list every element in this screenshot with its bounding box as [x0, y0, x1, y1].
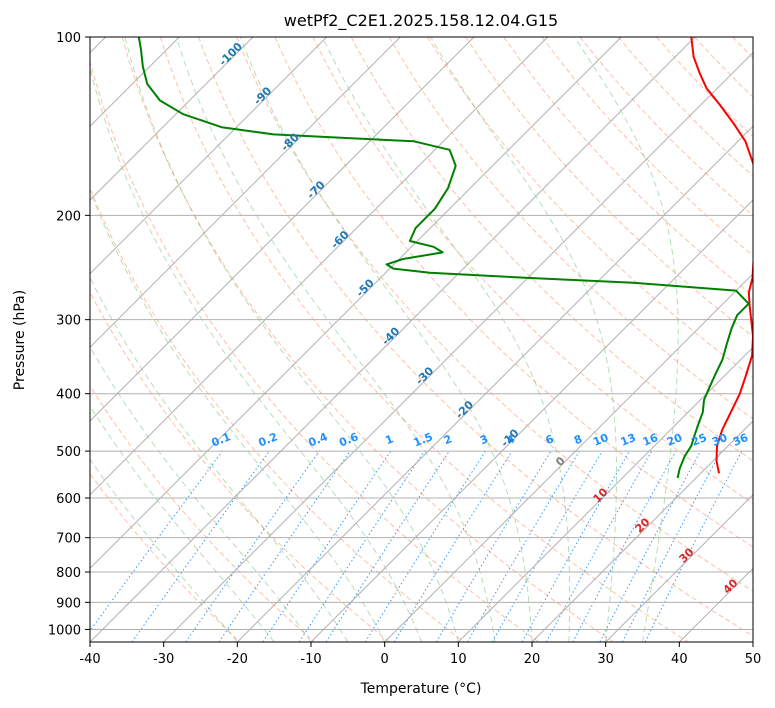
mixing-ratio-label: 1	[383, 432, 395, 447]
isobar-grid	[90, 37, 753, 630]
isotherm-gridline	[457, 346, 753, 642]
mixing-ratio-line	[262, 450, 392, 642]
mixing-ratio-line	[185, 450, 320, 642]
isotherm-gridline	[236, 125, 753, 642]
dewpoint-trace	[137, 37, 750, 479]
isotherm-gridline	[90, 37, 401, 349]
dry-adiabat-line	[236, 37, 753, 592]
y-tick-label: 100	[56, 31, 81, 46]
mixing-ratio-lines	[90, 450, 743, 642]
x-tick-label: -10	[300, 652, 321, 667]
moist-adiabat-line	[90, 65, 422, 642]
isotherm-gridline	[90, 37, 549, 496]
dry-adiabat-line	[121, 37, 614, 642]
y-axis-title: Pressure (hPa)	[12, 290, 28, 390]
mixing-ratio-label: 2	[442, 432, 454, 447]
mixing-ratio-line	[90, 450, 223, 632]
mixing-ratio-line	[218, 450, 351, 642]
y-tick-label: 300	[56, 314, 81, 329]
y-tick-label: 1000	[48, 623, 81, 638]
moist-adiabat-line	[90, 276, 349, 642]
isotherm-gridline	[531, 420, 753, 642]
mixing-ratio-label: 8	[572, 432, 584, 447]
x-axis: -40 -30 -20 -10 0 10 20 30 40 50	[79, 642, 761, 667]
moist-adiabat-line	[124, 37, 459, 642]
mixing-ratio-label: 10	[591, 431, 610, 449]
moist-adiabat-line	[90, 189, 386, 642]
dry-adiabat-line	[426, 37, 753, 378]
isotherm-gridline	[384, 272, 753, 642]
mixing-ratio-line	[572, 450, 677, 642]
moist-adiabat-line	[239, 37, 533, 642]
x-tick-label: -20	[227, 652, 248, 667]
mixing-ratio-line	[545, 450, 653, 642]
isotherm-gridline	[310, 199, 753, 642]
plot-area: 0.1 0.2 0.4 0.6 1 1.5 2 3 4 6 8 10 13 16 20 25 30 36-100-…	[90, 37, 753, 642]
x-tick-label: 10	[450, 652, 467, 667]
x-tick-label: 20	[524, 652, 541, 667]
mixing-ratio-line	[298, 450, 425, 642]
mixing-ratio-label: 20	[665, 431, 684, 449]
moist-adiabat-line	[175, 37, 496, 642]
isotherm-gridline	[163, 51, 753, 642]
mixing-ratio-line	[393, 450, 513, 642]
x-axis-title: Temperature (°C)	[360, 681, 482, 697]
y-tick-label: 600	[56, 492, 81, 507]
mixing-ratio-label: 25	[690, 431, 709, 449]
dry-adiabat-line	[90, 472, 241, 642]
dry-adiabat-line	[90, 59, 540, 642]
isotherm-gridline	[605, 493, 753, 642]
y-tick-label: 500	[56, 445, 81, 460]
dry-adiabat-line	[350, 37, 753, 462]
y-tick-label: 200	[56, 209, 81, 224]
y-tick-label: 900	[56, 596, 81, 611]
y-tick-label: 400	[56, 388, 81, 403]
plot-frame	[89, 36, 754, 643]
x-tick-label: -30	[153, 652, 174, 667]
dry-adiabat-line	[90, 384, 316, 642]
mixing-ratio-label: 13	[619, 431, 638, 449]
dry-adiabat-line	[503, 37, 753, 297]
mixing-ratio-line	[325, 450, 450, 642]
mixing-ratio-line	[521, 450, 630, 642]
isotherm-gridline	[90, 37, 475, 422]
dry-adiabat-line	[90, 186, 465, 642]
isotherm-gridline	[90, 37, 696, 642]
x-tick-label: 30	[597, 652, 614, 667]
y-axis: 100 200 300 400 500 600 700 800 900 1000	[48, 31, 90, 638]
x-tick-label: 40	[671, 652, 688, 667]
mixing-ratio-line	[644, 450, 743, 642]
isotherm-gridline	[90, 37, 622, 570]
mixing-ratio-label: 30	[710, 431, 729, 449]
dry-adiabat-line	[90, 291, 390, 642]
moist-adiabat-line	[90, 458, 238, 642]
y-tick-label: 700	[56, 532, 81, 547]
dry-adiabat-line	[465, 37, 753, 338]
dry-adiabat-line	[274, 37, 753, 548]
mixing-ratio-label: 16	[641, 431, 660, 449]
isotherm-gridline	[90, 37, 328, 275]
isotherm-gridline	[90, 37, 254, 201]
dry-adiabat-line	[312, 37, 753, 505]
x-tick-label: -40	[79, 652, 100, 667]
moist-adiabat-line	[322, 37, 571, 642]
isotherm-grid	[90, 37, 753, 642]
moist-adiabat-line	[90, 405, 275, 642]
chart-title: wetPf2_C2E1.2025.158.12.04.G15	[284, 11, 558, 31]
moist-adiabat-line	[574, 37, 679, 642]
x-tick-label: 50	[745, 652, 762, 667]
mixing-ratio-label: 36	[731, 431, 750, 449]
mixing-ratio-label: 3	[478, 432, 490, 447]
x-tick-label: 0	[381, 652, 389, 667]
dry-adiabat-line	[159, 37, 689, 642]
y-tick-label: 800	[56, 566, 81, 581]
mixing-ratio-line	[131, 450, 270, 642]
